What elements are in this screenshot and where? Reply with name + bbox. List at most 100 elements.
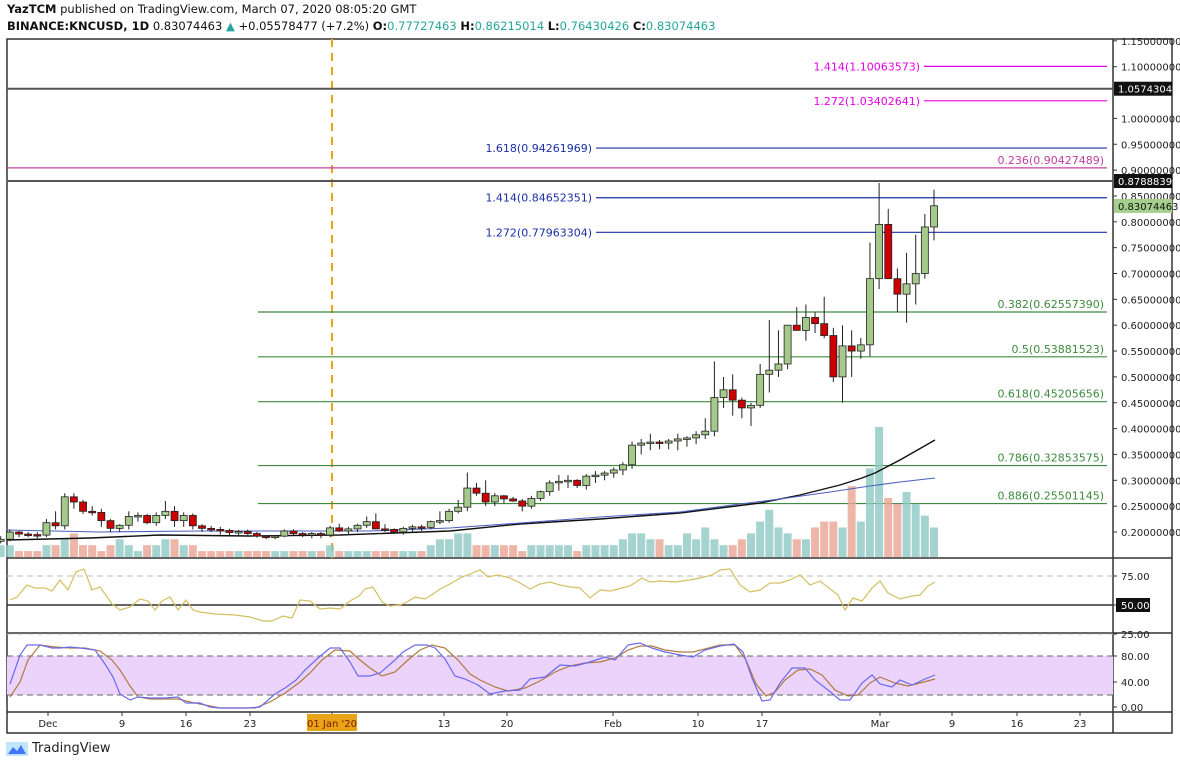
candle[interactable] xyxy=(353,524,362,530)
candle[interactable] xyxy=(362,521,371,526)
candle[interactable] xyxy=(564,479,572,483)
candle[interactable] xyxy=(408,526,417,529)
time-scale[interactable]: Dec 9 16 23 01 Jan '20 13 20 Feb 10 17 Mar 9 16 23 xyxy=(38,712,1086,731)
candle[interactable] xyxy=(509,498,518,502)
candle[interactable] xyxy=(454,506,463,512)
candle[interactable] xyxy=(390,529,399,533)
candle[interactable] xyxy=(5,531,14,540)
candle[interactable] xyxy=(554,480,563,484)
candle[interactable] xyxy=(911,273,920,285)
candle[interactable] xyxy=(381,528,389,531)
candle[interactable] xyxy=(262,535,270,539)
candle[interactable] xyxy=(591,474,600,478)
candle[interactable] xyxy=(317,533,325,536)
candle[interactable] xyxy=(875,223,883,280)
candle[interactable] xyxy=(756,373,765,406)
candle[interactable] xyxy=(573,479,582,486)
candle[interactable] xyxy=(0,538,5,542)
candle[interactable] xyxy=(728,389,737,401)
candle[interactable] xyxy=(417,526,426,529)
candle[interactable] xyxy=(802,317,810,331)
candle[interactable] xyxy=(481,492,490,503)
candle[interactable] xyxy=(930,205,938,228)
candle[interactable] xyxy=(792,324,801,331)
candle[interactable] xyxy=(179,515,188,522)
candle[interactable] xyxy=(545,482,554,493)
candle[interactable] xyxy=(289,530,298,534)
stochastic-rsi-pane[interactable] xyxy=(7,642,1113,709)
candle[interactable] xyxy=(88,510,97,514)
candle[interactable] xyxy=(188,515,197,527)
candle[interactable] xyxy=(243,531,252,534)
candle[interactable] xyxy=(774,363,783,371)
candle[interactable] xyxy=(79,501,87,512)
candle[interactable] xyxy=(298,533,307,536)
candle[interactable] xyxy=(500,495,508,500)
candle[interactable] xyxy=(24,533,33,536)
candle[interactable] xyxy=(216,529,225,532)
candle[interactable] xyxy=(170,510,179,522)
candle[interactable] xyxy=(619,464,627,471)
candle[interactable] xyxy=(655,441,664,444)
candle[interactable] xyxy=(280,530,289,537)
candle[interactable] xyxy=(673,438,682,442)
candle[interactable] xyxy=(527,497,536,507)
candle[interactable] xyxy=(307,533,316,536)
candle[interactable] xyxy=(445,510,453,522)
candle[interactable] xyxy=(884,223,893,280)
candle[interactable] xyxy=(371,521,380,530)
candle[interactable] xyxy=(664,440,673,444)
candle[interactable] xyxy=(737,399,746,409)
candle[interactable] xyxy=(582,475,591,486)
candle[interactable] xyxy=(719,389,728,398)
candle[interactable] xyxy=(829,335,838,378)
candle[interactable] xyxy=(710,397,719,432)
candle[interactable] xyxy=(637,442,646,446)
candle[interactable] xyxy=(399,527,408,533)
candle[interactable] xyxy=(692,434,700,439)
candle[interactable] xyxy=(106,520,115,529)
candle[interactable] xyxy=(747,404,755,409)
candlesticks[interactable] xyxy=(0,183,938,547)
candle[interactable] xyxy=(811,317,819,325)
candle[interactable] xyxy=(335,527,344,532)
candle[interactable] xyxy=(765,369,774,375)
price-scale[interactable]: 1.15000000 1.10000000 1.00000000 0.95000000… xyxy=(1113,37,1180,714)
candle[interactable] xyxy=(866,278,874,346)
candle[interactable] xyxy=(60,496,69,527)
candle[interactable] xyxy=(97,511,106,522)
candle[interactable] xyxy=(426,521,435,528)
candle[interactable] xyxy=(207,527,216,531)
candle[interactable] xyxy=(15,531,23,535)
candle[interactable] xyxy=(463,487,472,508)
candle[interactable] xyxy=(225,530,234,533)
candle[interactable] xyxy=(518,500,527,507)
candle[interactable] xyxy=(856,344,865,352)
candle[interactable] xyxy=(70,496,78,503)
candle[interactable] xyxy=(820,323,829,336)
candle[interactable] xyxy=(326,527,335,536)
candle[interactable] xyxy=(490,495,499,503)
candle[interactable] xyxy=(252,533,261,537)
candle[interactable] xyxy=(600,472,609,476)
candle[interactable] xyxy=(701,430,710,436)
candle[interactable] xyxy=(124,516,133,526)
rsi-pane[interactable] xyxy=(7,568,1113,635)
candle[interactable] xyxy=(143,515,152,524)
fibonacci-levels[interactable]: 1.414(1.10063573) 1.272(1.03402641) 1.618(… xyxy=(7,60,1113,505)
candle[interactable] xyxy=(435,520,444,523)
candle[interactable] xyxy=(893,278,902,295)
candle[interactable] xyxy=(783,324,792,365)
candle[interactable] xyxy=(271,535,280,539)
candle[interactable] xyxy=(134,515,142,518)
candle[interactable] xyxy=(42,522,51,536)
author-name[interactable]: YazTCM xyxy=(7,2,57,16)
candle[interactable] xyxy=(152,515,161,524)
candle[interactable] xyxy=(536,491,545,499)
candle[interactable] xyxy=(161,510,170,516)
candle[interactable] xyxy=(51,522,60,527)
candle[interactable] xyxy=(683,437,691,440)
candle[interactable] xyxy=(847,345,856,352)
candle[interactable] xyxy=(646,441,655,444)
candle[interactable] xyxy=(344,528,353,532)
